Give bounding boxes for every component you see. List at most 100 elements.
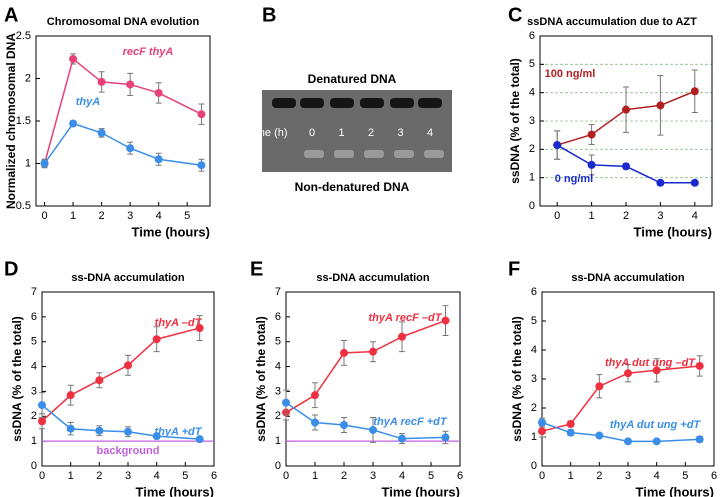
panel-letter: C [508,4,522,26]
y-tick-label: 6 [531,286,537,298]
data-point [398,434,406,443]
data-point [398,332,406,341]
data-point [690,87,699,96]
series-line [41,327,200,422]
data-point [40,159,49,168]
chart-title: ss-DNA accumulation [316,272,430,284]
data-point [124,427,132,436]
plot-frame [541,291,715,467]
chart-title: ss-DNA accumulation [571,272,685,284]
x-axis-label: Time (hours) [634,224,713,239]
x-tick-label: 0 [39,470,45,482]
data-point [595,382,604,391]
series-label: 0 ng/ml [555,173,594,185]
x-tick-label: 3 [625,470,631,482]
data-point [311,391,319,400]
y-tick-label: 1 [31,435,37,447]
x-tick-label: 4 [156,210,162,222]
series-line [43,122,202,166]
data-point [66,391,75,400]
panel-letter: B [262,4,276,26]
plot-frame [285,291,461,467]
x-tick-label: 0 [539,470,545,482]
chart-title: ssDNA accumulation due to AZT [527,16,697,28]
series-label: thyA –dT [155,317,203,329]
x-tick-label: 5 [182,470,188,482]
data-point [69,54,78,63]
data-point [587,160,596,169]
series-line [43,57,202,164]
data-point [695,361,704,370]
data-point [126,80,135,89]
y-tick-label: 6 [275,311,281,323]
data-point [656,101,665,110]
data-point [622,105,630,114]
y-tick-label: 1 [529,172,535,184]
gel-lane-label: 1 [338,127,344,139]
series-line [41,404,200,440]
y-tick-label: 2.5 [16,30,31,42]
x-tick-label: 4 [654,470,660,482]
data-point [695,435,704,444]
x-tick-label: 2 [99,210,105,222]
y-tick-label: 4 [531,344,537,356]
y-tick-label: 6 [31,311,37,323]
y-tick-label: 2 [275,410,281,422]
data-point [652,366,661,375]
y-tick-label: 4 [529,87,535,99]
x-tick-label: 0 [283,470,289,482]
y-tick-label: 0 [531,460,537,472]
x-tick-label: 4 [692,210,698,222]
data-point [97,77,106,86]
y-tick-label: 4 [31,360,37,372]
y-tick-label: 0 [31,460,37,472]
series-label: recF thyA [123,46,174,58]
data-point [195,324,204,333]
x-tick-label: 6 [457,470,463,482]
gel-lane-label: 2 [368,127,374,139]
x-tick-label: 4 [154,470,160,482]
data-point [652,437,661,446]
data-point [538,418,546,427]
x-tick-label: 1 [568,470,574,482]
data-point [553,141,562,150]
y-tick-label: 0 [529,200,535,212]
gel-top-label: Denatured DNA [308,72,397,86]
x-tick-label: 2 [341,470,347,482]
y-tick-label: 3 [531,373,537,385]
reference-label: background [97,445,160,457]
y-axis-label: ssDNA (% of the total) [510,316,524,442]
data-point [95,376,104,385]
y-tick-label: 4 [275,360,281,372]
x-tick-label: 6 [711,470,717,482]
y-tick-label: 3 [31,385,37,397]
data-point [441,316,450,325]
data-point [195,435,204,444]
panel-letter: F [508,258,520,280]
y-axis-label: ssDNA (% of the total) [10,316,24,442]
series-label: thyA recF +dT [373,416,448,428]
data-point [66,424,75,433]
y-tick-label: 7 [275,286,281,298]
x-tick-label: 3 [657,210,663,222]
x-axis-label: Time (hours) [636,484,715,497]
data-point [152,432,161,441]
series-label: 100 ng/ml [545,68,596,80]
y-tick-label: 5 [531,315,537,327]
data-point [69,119,78,128]
y-tick-label: 1 [531,431,537,443]
gel-bottom-label: Non-denatured DNA [295,180,410,194]
x-tick-label: 2 [623,210,629,222]
chart: A Chromosomal DNA evolution Time (hours) No… [4,4,211,239]
series-label: thyA +dT [155,426,203,438]
data-point [690,178,699,187]
data-point [566,428,575,437]
data-point [38,401,46,410]
y-tick-label: 2 [529,143,535,155]
x-tick-label: 3 [125,470,131,482]
data-point [595,431,604,440]
